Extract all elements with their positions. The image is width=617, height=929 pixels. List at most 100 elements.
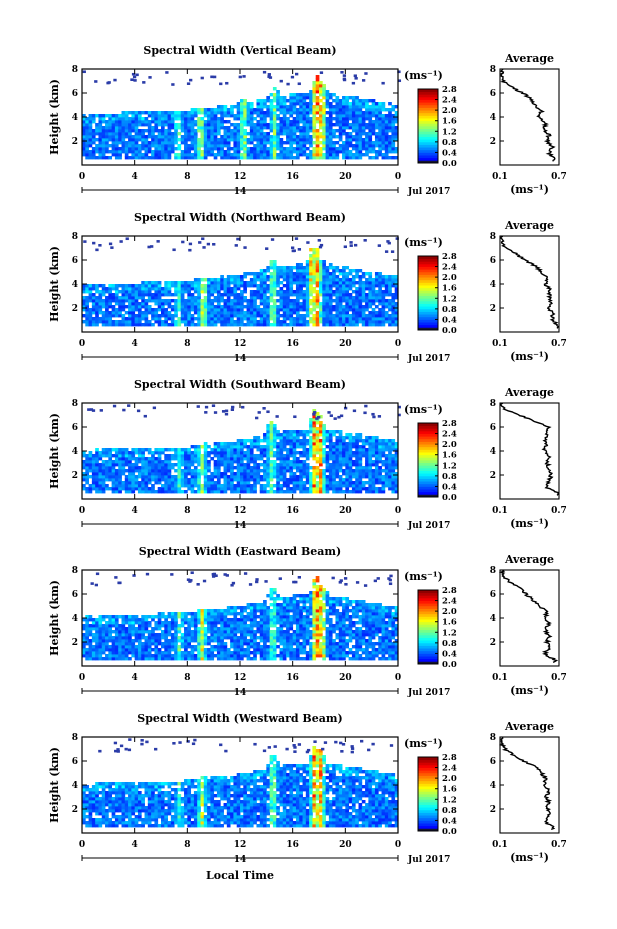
heatmap-cell bbox=[388, 451, 392, 455]
heatmap-cell bbox=[137, 290, 142, 294]
heatmap-cell bbox=[134, 320, 139, 324]
heatmap-cell bbox=[279, 123, 284, 127]
heatmap-cell bbox=[348, 96, 353, 100]
heatmap-cell bbox=[292, 430, 297, 434]
heatmap-cell bbox=[82, 117, 86, 121]
heatmap-cell bbox=[105, 290, 109, 294]
heatmap-cell bbox=[95, 448, 99, 452]
heatmap-cell bbox=[355, 475, 359, 479]
heatmap-cell bbox=[299, 484, 303, 488]
heatmap-cell bbox=[325, 302, 330, 306]
heatmap-cell bbox=[272, 153, 277, 157]
heatmap-cell bbox=[302, 305, 307, 309]
heatmap-cell bbox=[289, 448, 294, 452]
heatmap-cell bbox=[193, 114, 198, 118]
heatmap-cell bbox=[328, 284, 333, 288]
heatmap-cell bbox=[157, 111, 162, 115]
heatmap-cell bbox=[243, 275, 247, 279]
heatmap-cell bbox=[246, 138, 251, 142]
heatmap-cell bbox=[309, 156, 313, 160]
heatmap-cell bbox=[253, 314, 257, 318]
heatmap-cell bbox=[388, 305, 392, 309]
heatmap-cell bbox=[170, 481, 175, 485]
heatmap-cell bbox=[276, 481, 280, 485]
heatmap-cell bbox=[371, 278, 376, 282]
heatmap-cell bbox=[111, 472, 116, 476]
heatmap-cell bbox=[128, 320, 132, 324]
heatmap-cell bbox=[259, 490, 264, 494]
heatmap-cell bbox=[197, 478, 201, 482]
heatmap-cell bbox=[101, 463, 106, 467]
heatmap-cell bbox=[187, 138, 192, 142]
heatmap-cell bbox=[220, 448, 224, 452]
heatmap-cell bbox=[147, 245, 151, 249]
heatmap-cell bbox=[319, 439, 323, 443]
heatmap-cell bbox=[345, 299, 350, 303]
heatmap-cell bbox=[358, 454, 363, 458]
panel-3: Spectral Width (Southward Beam)2468Heigh… bbox=[48, 378, 567, 531]
heatmap-cell bbox=[170, 150, 175, 154]
heatmap-cell bbox=[394, 323, 399, 327]
heatmap-cell bbox=[223, 448, 228, 452]
heatmap-cell bbox=[161, 287, 165, 291]
heatmap-cell bbox=[249, 445, 254, 449]
heatmap-cell bbox=[391, 472, 396, 476]
heatmap-cell bbox=[319, 269, 323, 273]
heatmap-cell bbox=[279, 129, 284, 133]
heatmap-cell bbox=[233, 135, 238, 139]
heatmap-cell bbox=[151, 457, 155, 461]
heatmap-cell bbox=[335, 150, 340, 154]
heatmap-cell bbox=[190, 314, 195, 318]
heatmap-cell bbox=[121, 132, 126, 136]
heatmap-cell bbox=[141, 138, 145, 142]
heatmap-cell bbox=[348, 150, 353, 154]
heatmap-cell bbox=[319, 472, 323, 476]
heatmap-cell bbox=[309, 269, 313, 273]
heatmap-cell bbox=[203, 475, 208, 479]
heatmap-cell bbox=[82, 147, 86, 151]
heatmap-cell bbox=[203, 126, 208, 130]
heatmap-cell bbox=[180, 457, 185, 461]
heatmap-cell bbox=[309, 421, 313, 425]
heatmap-cell bbox=[180, 305, 185, 309]
heatmap-cell bbox=[233, 451, 238, 455]
heatmap-cell bbox=[157, 129, 162, 133]
heatmap-cell bbox=[391, 296, 396, 300]
heatmap-cell bbox=[355, 487, 359, 491]
heatmap-cell bbox=[243, 317, 247, 321]
heatmap-cell bbox=[253, 457, 257, 461]
heatmap-cell bbox=[118, 290, 122, 294]
heatmap-cell bbox=[128, 463, 132, 467]
heatmap-cell bbox=[233, 308, 238, 312]
heatmap-cell bbox=[207, 481, 211, 485]
heatmap-cell bbox=[384, 478, 389, 482]
heatmap-cell bbox=[114, 463, 119, 467]
heatmap-cell bbox=[312, 278, 317, 282]
heatmap-cell bbox=[282, 478, 287, 482]
heatmap-cell bbox=[105, 150, 109, 154]
heatmap-cell bbox=[88, 323, 93, 327]
heatmap-cell bbox=[342, 299, 346, 303]
heatmap-cell bbox=[137, 487, 142, 491]
heatmap-cell bbox=[355, 463, 359, 467]
heatmap-cell bbox=[286, 82, 290, 86]
heatmap-cell bbox=[157, 135, 162, 139]
heatmap-cell bbox=[381, 296, 386, 300]
heatmap-cell bbox=[332, 99, 336, 103]
heatmap-cell bbox=[289, 129, 294, 133]
heatmap-cell bbox=[368, 484, 373, 488]
heatmap-cell bbox=[133, 79, 137, 82]
heatmap-cell bbox=[216, 302, 221, 306]
heatmap-cell bbox=[328, 141, 333, 145]
heatmap-cell bbox=[312, 484, 317, 488]
heatmap-cell bbox=[249, 451, 254, 455]
heatmap-cell bbox=[240, 111, 244, 115]
heatmap-cell bbox=[151, 144, 155, 148]
heatmap-cell bbox=[312, 120, 317, 124]
heatmap-cell bbox=[171, 83, 175, 86]
heatmap-cell bbox=[328, 272, 333, 276]
colorbar-segment bbox=[418, 133, 438, 137]
heatmap-cell bbox=[256, 150, 261, 154]
heatmap-cell bbox=[240, 323, 244, 327]
heatmap-cell bbox=[91, 117, 96, 121]
